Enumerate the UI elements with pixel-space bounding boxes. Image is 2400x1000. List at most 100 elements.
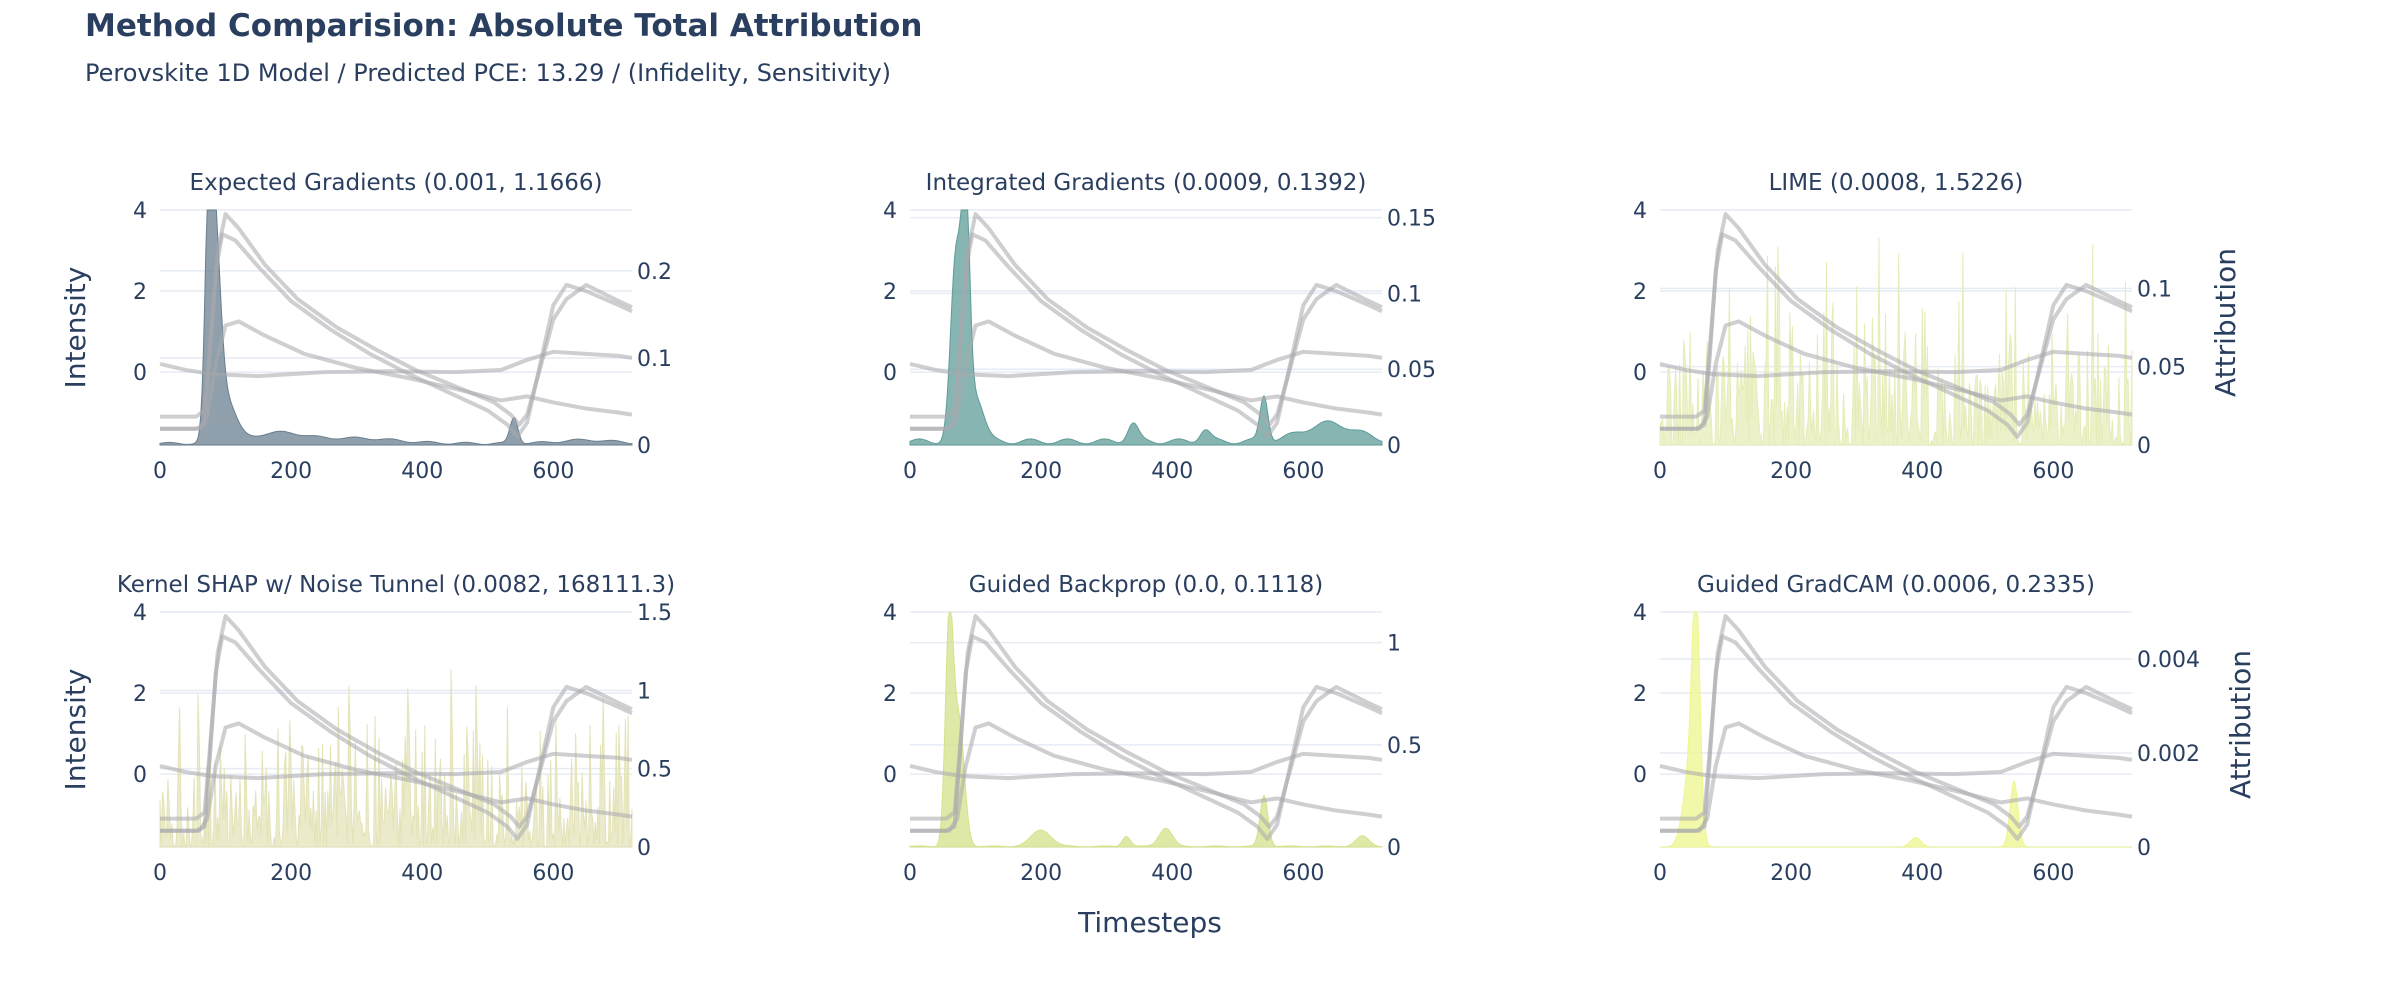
x-tick-label: 200 bbox=[1770, 861, 1812, 886]
x-tick-label: 400 bbox=[1901, 459, 1943, 484]
y-tick-label-right: 1.5 bbox=[637, 601, 672, 626]
y-tick-label-left: 2 bbox=[1633, 280, 1647, 305]
intensity-trace-4 bbox=[909, 349, 1383, 379]
y-tick-label-right: 0.004 bbox=[2137, 648, 2200, 673]
x-tick-label: 400 bbox=[1901, 861, 1943, 886]
y-tick-label-left: 0 bbox=[883, 361, 897, 386]
y-tick-label-right: 1 bbox=[1387, 632, 1401, 657]
y-tick-label-right: 0 bbox=[2137, 836, 2151, 861]
y-tick-label-right: 0.002 bbox=[2137, 742, 2200, 767]
y-tick-label-left: 2 bbox=[883, 682, 897, 707]
intensity-trace-3 bbox=[160, 319, 633, 431]
subplot-title: LIME (0.0008, 1.5226) bbox=[1769, 170, 2024, 196]
y-tick-label-right: 0.1 bbox=[2137, 277, 2172, 302]
y-tick-label-left: 4 bbox=[883, 199, 897, 224]
figure-title: Method Comparision: Absolute Total Attri… bbox=[85, 8, 923, 44]
y-tick-label-left: 0 bbox=[133, 361, 147, 386]
intensity-trace-2 bbox=[160, 212, 633, 427]
intensity-trace-3 bbox=[1660, 319, 2133, 431]
y-tick-label-right: 1 bbox=[637, 679, 651, 704]
y-tick-label-left: 2 bbox=[133, 682, 147, 707]
x-tick-label: 200 bbox=[1770, 459, 1812, 484]
x-tick-label: 600 bbox=[1282, 459, 1324, 484]
intensity-trace-3 bbox=[160, 721, 633, 833]
y-tick-label-right: 0.1 bbox=[637, 347, 672, 372]
intensity-trace-2 bbox=[910, 212, 1383, 427]
intensity-trace-2 bbox=[910, 614, 1383, 829]
subplot-title: Integrated Gradients (0.0009, 0.1392) bbox=[926, 170, 1367, 196]
attribution-area bbox=[909, 611, 1383, 848]
attribution-area bbox=[1659, 611, 2132, 848]
y-tick-label-left: 4 bbox=[883, 601, 897, 626]
y-tick-label-left: 4 bbox=[133, 601, 147, 626]
subplot-title: Expected Gradients (0.001, 1.1666) bbox=[190, 170, 603, 196]
x-tick-label: 400 bbox=[401, 861, 443, 886]
attribution-area bbox=[909, 209, 1383, 446]
subplot-5: Guided Backprop (0.0, 0.1118)0 200 400 6000… bbox=[883, 572, 1422, 886]
intensity-trace-1 bbox=[1660, 634, 2133, 841]
x-tick-label: 200 bbox=[1020, 459, 1062, 484]
y-tick-label-right: 0.1 bbox=[1387, 282, 1422, 307]
y-tick-label-left: 0 bbox=[1633, 763, 1647, 788]
x-tick-label: 200 bbox=[270, 861, 312, 886]
intensity-trace-1 bbox=[910, 634, 1383, 841]
subplot-2: Integrated Gradients (0.0009, 0.1392)0 20… bbox=[883, 170, 1436, 484]
intensity-trace-3 bbox=[1660, 721, 2133, 833]
subplot-title: Guided GradCAM (0.0006, 0.2335) bbox=[1697, 572, 2095, 598]
y-tick-label-right: 0.2 bbox=[637, 260, 672, 285]
y-tick-label-right: 0.5 bbox=[637, 758, 672, 783]
x-tick-label: 400 bbox=[1151, 861, 1193, 886]
x-tick-label: 0 bbox=[153, 861, 167, 886]
figure-subtitle: Perovskite 1D Model / Predicted PCE: 13.… bbox=[85, 59, 892, 87]
y-tick-label-left: 0 bbox=[1633, 361, 1647, 386]
x-tick-label: 400 bbox=[401, 459, 443, 484]
subplot-title: Guided Backprop (0.0, 0.1118) bbox=[969, 572, 1323, 598]
x-tick-label: 200 bbox=[270, 459, 312, 484]
y-axis-title-left-2: Intensity bbox=[59, 669, 92, 791]
y-tick-label-left: 4 bbox=[1633, 199, 1647, 224]
attribution-area bbox=[159, 209, 633, 446]
intensity-trace-3 bbox=[910, 721, 1383, 833]
x-tick-label: 600 bbox=[2032, 861, 2074, 886]
intensity-trace-4 bbox=[1659, 751, 2133, 781]
x-tick-label: 600 bbox=[2032, 459, 2074, 484]
subplot-title: Kernel SHAP w/ Noise Tunnel (0.0082, 168… bbox=[117, 572, 675, 598]
attribution-area bbox=[159, 669, 633, 849]
y-tick-label-right: 0 bbox=[1387, 836, 1401, 861]
intensity-trace-2 bbox=[1660, 614, 2133, 829]
y-tick-label-left: 4 bbox=[133, 199, 147, 224]
intensity-trace-4 bbox=[909, 751, 1383, 781]
subplot-3: LIME (0.0008, 1.5226) 0 200 400 600 0 2 4 0 0.05 0… bbox=[1633, 170, 2186, 484]
x-tick-label: 600 bbox=[532, 861, 574, 886]
y-tick-label-right: 0 bbox=[1387, 434, 1401, 459]
intensity-trace-3 bbox=[910, 319, 1383, 431]
y-tick-label-left: 0 bbox=[133, 763, 147, 788]
y-tick-label-left: 2 bbox=[883, 280, 897, 305]
attribution-area bbox=[1659, 237, 2133, 447]
y-tick-label-left: 2 bbox=[1633, 682, 1647, 707]
y-axis-title-left-1: Intensity bbox=[59, 267, 92, 389]
subplot-1: Expected Gradients (0.001, 1.1666)0 200 40… bbox=[133, 170, 672, 484]
intensity-trace-4 bbox=[1659, 349, 2133, 379]
y-tick-label-left: 0 bbox=[883, 763, 897, 788]
y-tick-label-left: 4 bbox=[1633, 601, 1647, 626]
intensity-trace-4 bbox=[159, 751, 633, 781]
x-tick-label: 0 bbox=[903, 459, 917, 484]
y-tick-label-right: 0 bbox=[637, 434, 651, 459]
x-axis-title: Timesteps bbox=[1077, 906, 1222, 939]
x-tick-label: 200 bbox=[1020, 861, 1062, 886]
x-tick-label: 0 bbox=[1653, 459, 1667, 484]
y-tick-label-right: 0.5 bbox=[1387, 734, 1422, 759]
y-tick-label-left: 2 bbox=[133, 280, 147, 305]
y-tick-label-right: 0.05 bbox=[1387, 358, 1436, 383]
y-tick-label-right: 0.15 bbox=[1387, 207, 1436, 232]
x-tick-label: 600 bbox=[1282, 861, 1324, 886]
x-tick-label: 0 bbox=[153, 459, 167, 484]
y-tick-label-right: 0 bbox=[637, 836, 651, 861]
y-axis-title-right-1: Attribution bbox=[2209, 248, 2242, 397]
x-tick-label: 0 bbox=[903, 861, 917, 886]
subplot-6: Guided GradCAM (0.0006, 0.2335)0 200 400 60… bbox=[1633, 572, 2200, 886]
x-tick-label: 0 bbox=[1653, 861, 1667, 886]
x-tick-label: 400 bbox=[1151, 459, 1193, 484]
